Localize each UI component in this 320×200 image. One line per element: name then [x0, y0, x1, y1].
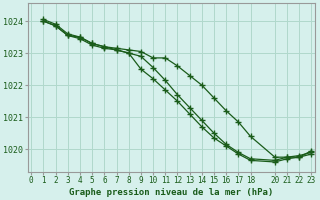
X-axis label: Graphe pression niveau de la mer (hPa): Graphe pression niveau de la mer (hPa) [69, 188, 274, 197]
